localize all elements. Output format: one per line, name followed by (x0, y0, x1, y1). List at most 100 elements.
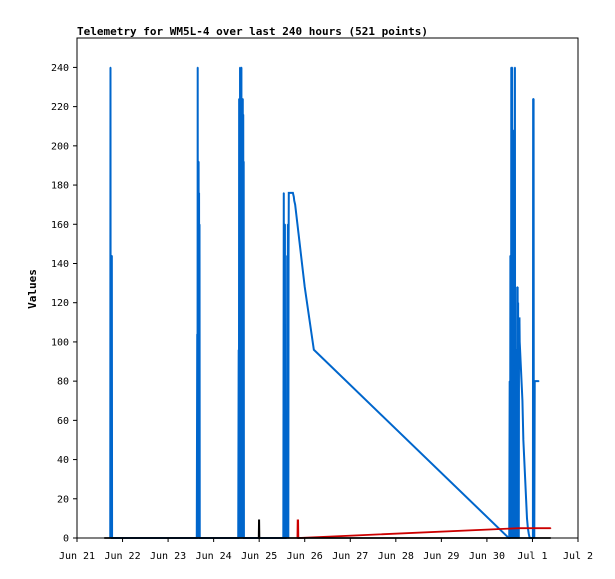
data-point (299, 243, 301, 245)
data-point (292, 194, 294, 196)
data-point (283, 192, 285, 194)
data-point (295, 211, 297, 214)
data-point (110, 286, 112, 288)
data-point (512, 129, 514, 131)
data-point (528, 533, 530, 535)
data-point (520, 370, 522, 372)
x-axis: Jun 21 Jun 22 Jun 23 Jun 24 Jun 25 Jun 26 Jun … (59, 538, 593, 562)
data-point (242, 113, 244, 116)
data-point (532, 98, 535, 100)
data-point (196, 333, 198, 335)
data-point (522, 419, 524, 421)
data-point (510, 270, 512, 272)
y-axis-label: Values (26, 269, 39, 309)
data-point (521, 390, 523, 392)
y-tick-label: 60 (57, 416, 69, 427)
x-tick-label: Jun 26 (287, 551, 323, 562)
y-axis: 0 20 40 60 80 100 120 140 160 180 200 220 240 (51, 63, 77, 545)
data-point (531, 527, 534, 529)
data-point (292, 192, 294, 194)
data-point (509, 380, 511, 382)
series-1 (296, 519, 552, 539)
data-point (300, 255, 302, 257)
y-tick-label: 0 (63, 534, 69, 545)
x-tick-label: Jul 1 (517, 551, 547, 562)
data-point (540, 527, 543, 529)
x-tick-label: Jun 28 (378, 551, 414, 562)
x-tick-label: Jul 2 (563, 551, 593, 562)
data-point (533, 404, 535, 406)
data-point (509, 255, 511, 257)
data-point (198, 223, 201, 225)
data-point (520, 360, 522, 363)
data-point (243, 160, 245, 163)
data-point (308, 317, 310, 319)
data-point (258, 519, 260, 521)
y-tick-label: 180 (51, 181, 69, 192)
series-0 (109, 66, 540, 539)
y-tick-label: 40 (57, 455, 69, 466)
data-point (519, 351, 521, 353)
x-tick-label: Jun 25 (241, 551, 277, 562)
data-point (536, 380, 538, 382)
x-tick-label: Jun 24 (196, 551, 232, 562)
data-point (111, 255, 113, 257)
data-point (525, 498, 527, 500)
data-point (294, 204, 296, 206)
data-point (298, 239, 300, 241)
x-tick-label: Jun 29 (423, 551, 459, 562)
data-point (516, 349, 518, 351)
x-tick-label: Jun 30 (469, 551, 505, 562)
chart-title: Telemetry for WM5L-4 over last 240 hours… (77, 25, 428, 38)
data-point (293, 200, 295, 202)
data-point (520, 380, 523, 382)
data-point (298, 235, 300, 237)
data-point (513, 192, 516, 194)
data-point (518, 527, 520, 529)
data-point (197, 192, 199, 194)
data-point (285, 506, 287, 508)
y-tick-label: 200 (51, 141, 69, 152)
data-point (238, 349, 241, 351)
data-point (517, 286, 519, 288)
data-point (519, 341, 521, 343)
data-point (510, 66, 512, 69)
data-point (522, 439, 524, 441)
x-tick-label: Jun 22 (104, 551, 140, 562)
data-point (304, 286, 306, 288)
y-tick-label: 140 (51, 259, 69, 270)
data-point (286, 255, 288, 257)
data-point (301, 262, 303, 265)
y-tick-label: 120 (51, 298, 69, 309)
data-point (297, 519, 299, 521)
x-tick-label: Jun 21 (59, 551, 95, 562)
y-tick-label: 80 (57, 377, 69, 388)
data-point (109, 66, 112, 69)
data-point (287, 255, 290, 257)
data-point (550, 527, 552, 529)
data-point (511, 98, 513, 100)
data-point (296, 223, 299, 225)
data-point (550, 537, 552, 539)
data-point (526, 517, 528, 519)
data-point (240, 66, 243, 69)
plot-area-frame (76, 37, 579, 539)
data-point (238, 98, 240, 100)
data-point (522, 527, 524, 529)
y-tick-label: 220 (51, 102, 69, 113)
data-point (297, 227, 299, 229)
x-tick-label: Jun 23 (150, 551, 186, 562)
data-point (295, 207, 297, 210)
data-point (242, 98, 244, 100)
data-point (241, 160, 243, 163)
data-point (521, 400, 524, 402)
data-point (513, 364, 515, 367)
data-point (524, 478, 526, 480)
data-point (295, 215, 298, 218)
y-tick-label: 160 (51, 220, 69, 231)
data-point (514, 66, 516, 69)
x-tick-label: Jun 27 (332, 551, 368, 562)
data-point (240, 223, 242, 225)
series-layer (103, 66, 552, 539)
